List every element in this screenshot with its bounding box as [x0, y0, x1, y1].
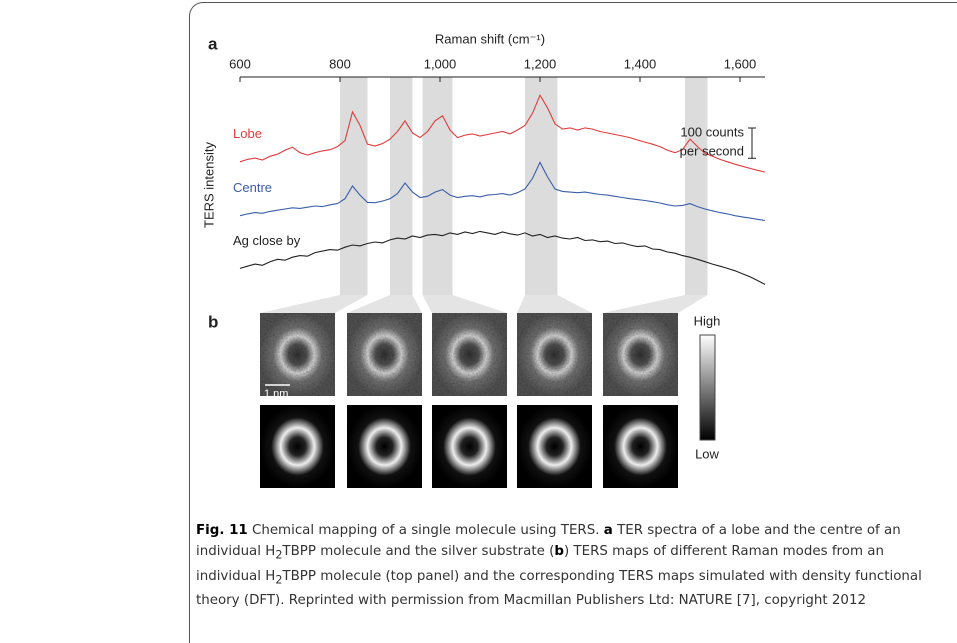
ters-map [517, 313, 592, 396]
caption-text: 2 [275, 548, 283, 562]
x-tick-label: 800 [329, 56, 351, 71]
band-connector [517, 295, 592, 313]
colorbar-low: Low [695, 446, 719, 461]
x-tick-label: 600 [229, 56, 251, 71]
band-connector [347, 295, 422, 313]
highlight-band [422, 77, 453, 295]
panel-label: a [208, 34, 218, 53]
map-scale-label: 1 nm [264, 388, 288, 400]
figure: a b Raman shift (cm⁻¹) TERS intensity Hi… [201, 31, 766, 488]
x-tick-label: 1,000 [424, 56, 457, 71]
colorbar [699, 334, 716, 441]
highlight-band [340, 77, 368, 295]
band-connector [603, 295, 708, 313]
x-tick-label: 1,400 [624, 56, 657, 71]
caption-text: Chemical mapping of a single molecule us… [251, 523, 604, 538]
caption-text: 2 [275, 573, 283, 587]
spectrum-line [239, 230, 766, 285]
dft-map [432, 405, 507, 488]
series-label: Lobe [233, 126, 262, 141]
ters-map [432, 313, 507, 396]
band-connector [422, 295, 507, 313]
dft-map [347, 405, 422, 488]
figure-frame [189, 2, 957, 643]
spectrum-line [239, 161, 766, 222]
scale-bar-label: 100 counts [680, 124, 744, 139]
caption-text: TER spectra of a lobe and the centre of … [196, 523, 901, 559]
highlight-band [525, 77, 558, 295]
spectrum-line [239, 93, 766, 173]
caption-text: a [603, 523, 613, 538]
panel-label: b [208, 312, 218, 331]
x-axis-title: Raman shift (cm⁻¹) [435, 31, 545, 46]
highlight-band [390, 77, 413, 295]
dft-map [517, 405, 592, 488]
dft-map [603, 405, 678, 488]
caption-text: TBPP molecule and the silver substrate ( [282, 544, 555, 559]
scale-bar-label: per second [680, 143, 744, 158]
caption-text: ) TERS maps of different Raman modes fro… [196, 544, 884, 584]
series-label: Centre [233, 180, 272, 195]
band-connector [260, 295, 368, 313]
ters-map [260, 313, 335, 396]
caption-text: TBPP molecule (top panel) and the corres… [196, 568, 922, 609]
y-axis-title: TERS intensity [201, 142, 216, 228]
figure-label: Fig. 11 [196, 523, 248, 538]
x-tick-label: 1,200 [524, 56, 557, 71]
series-label: Ag close by [233, 233, 301, 248]
ters-map [603, 313, 678, 396]
ters-map [347, 313, 422, 396]
colorbar-high: High [694, 313, 721, 328]
caption: Fig. 11 Chemical mapping of a single mol… [196, 520, 946, 611]
dft-map [260, 405, 335, 488]
x-tick-label: 1,600 [724, 56, 757, 71]
caption-text: b [554, 544, 564, 559]
highlight-band [685, 77, 708, 295]
